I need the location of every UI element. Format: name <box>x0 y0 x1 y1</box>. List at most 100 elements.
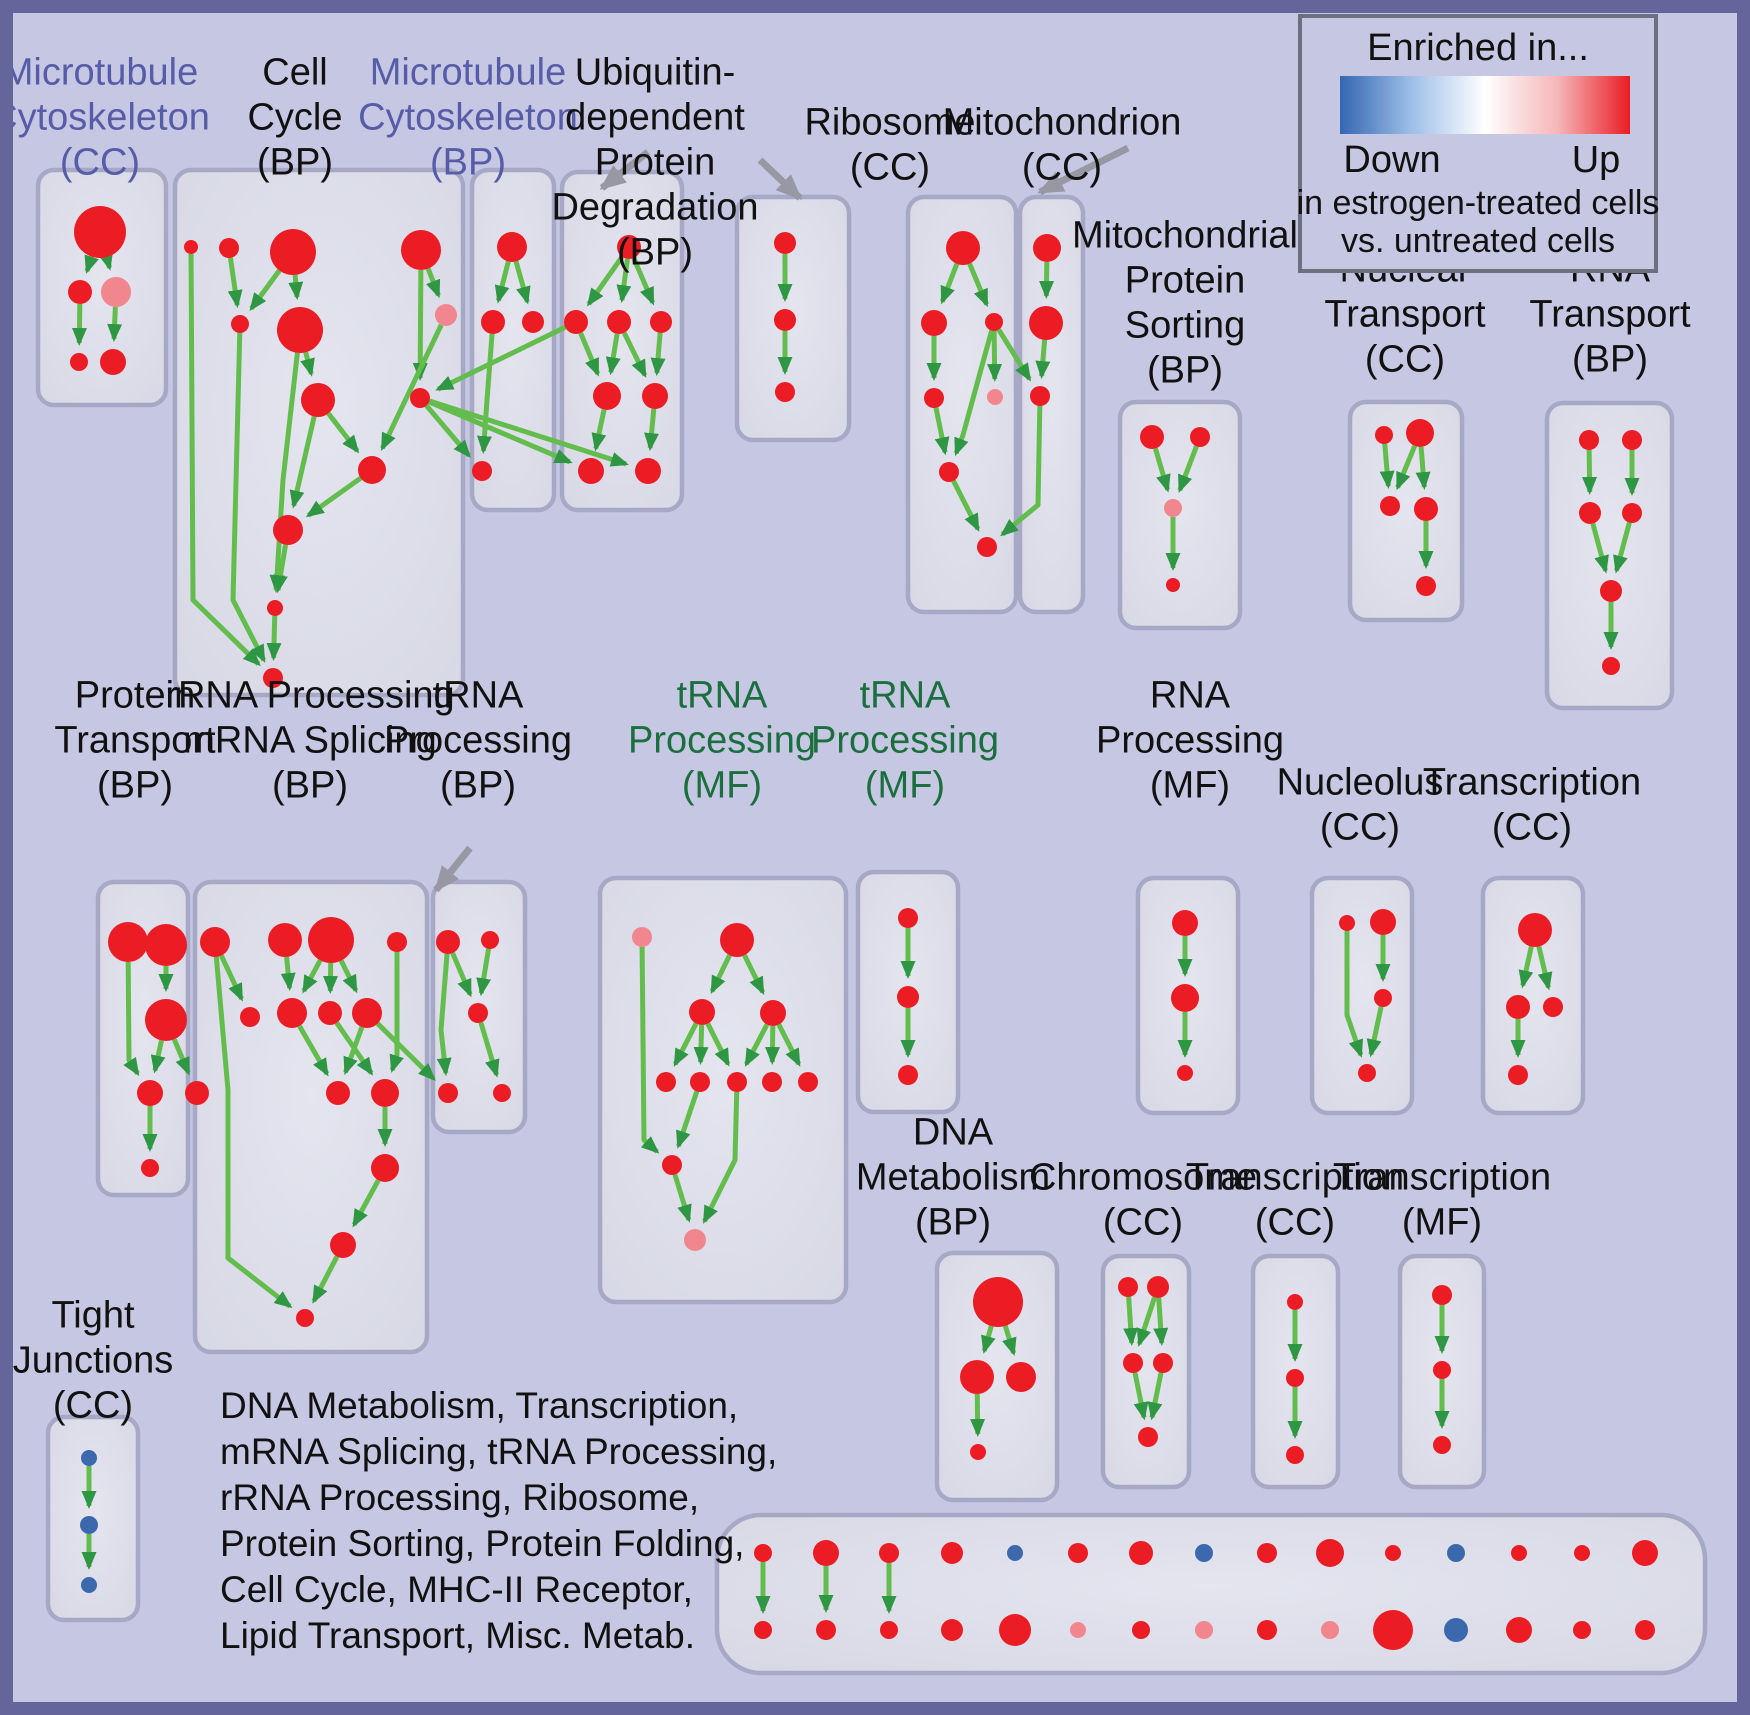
cluster-list-line: Lipid Transport, Misc. Metab. <box>220 1615 695 1656</box>
go-term-node <box>497 232 527 262</box>
go-term-node <box>481 931 499 949</box>
enrichment-edge <box>676 1090 700 1149</box>
go-term-node <box>662 1155 682 1175</box>
strip-node-bottom <box>1321 1621 1339 1639</box>
cluster-label-line: Transport <box>54 720 216 762</box>
enrichment-edge <box>171 1038 191 1076</box>
cluster-label-line: (BP) <box>272 765 348 807</box>
cluster-label-line: Microtubule <box>370 52 566 94</box>
go-term-node <box>762 1072 782 1092</box>
go-term-node <box>1029 306 1063 340</box>
go-term-node <box>1166 578 1180 592</box>
cluster-label-line: (CC) <box>60 142 140 184</box>
go-term-node <box>924 388 944 408</box>
go-term-node <box>1518 913 1552 947</box>
go-term-node <box>1375 426 1393 444</box>
go-term-node <box>1602 657 1620 675</box>
annotation-arrow-ubiquitin-arrow-right <box>757 157 803 201</box>
go-term-node <box>898 1065 918 1085</box>
go-term-node <box>689 999 715 1025</box>
cluster-list-line: DNA Metabolism, Transcription, <box>220 1385 738 1426</box>
go-term-node <box>438 1083 458 1103</box>
go-term-node <box>977 537 997 557</box>
go-term-node <box>1140 425 1164 449</box>
go-term-node <box>200 927 230 957</box>
cluster-list-line: Cell Cycle, MHC-II Receptor, <box>220 1569 693 1610</box>
enrichment-edge <box>476 948 492 997</box>
cluster-label-line: Chromosome <box>1029 1157 1257 1199</box>
cluster-label-line: Tight <box>51 1295 135 1337</box>
go-term-node <box>987 389 1003 405</box>
strip-node-top <box>1447 1544 1465 1562</box>
enrichment-edge <box>951 479 981 532</box>
cluster-box-chromosome <box>1100 1253 1192 1490</box>
cluster-label-line: Processing <box>811 720 999 762</box>
enrichment-edge <box>326 411 360 454</box>
enrichment-edge <box>338 959 359 994</box>
cluster-label-transcription-mf: Transcription (MF) <box>1333 1157 1551 1244</box>
enrichment-edge <box>578 332 601 377</box>
go-term-node <box>1374 989 1392 1007</box>
enrichment-edge <box>380 323 444 452</box>
enrichment-edge <box>672 1173 692 1223</box>
go-term-node <box>1414 497 1438 521</box>
cluster-label-cell-cycle-bp: Cell Cycle (BP) <box>247 52 342 184</box>
cluster-label-line: Ribosome <box>804 102 975 144</box>
enrichment-edge <box>428 399 573 465</box>
enrichment-edge <box>672 1022 699 1067</box>
go-term-node <box>973 1277 1023 1327</box>
strip-node-top <box>941 1542 963 1564</box>
cluster-label-chromosome-cc: Chromosome (CC) <box>1029 1157 1257 1244</box>
cluster-label-line: Mitochondrial <box>1072 215 1298 257</box>
go-term-node <box>263 668 283 688</box>
go-term-node <box>1287 1294 1303 1310</box>
cluster-label-mitochondrion-cc: Mitochondrion (CC) <box>943 102 1182 189</box>
enrichment-edge <box>389 952 404 1073</box>
cluster-label-line: (BP) <box>440 765 516 807</box>
enrichment-edge <box>616 258 632 304</box>
go-term-node <box>1416 576 1436 596</box>
go-term-node <box>1190 427 1210 447</box>
cluster-box-transcription-cc-1 <box>1480 875 1586 1116</box>
enrichment-edge <box>939 262 960 305</box>
go-term-node <box>352 998 382 1028</box>
go-term-node <box>330 1232 356 1258</box>
go-term-node <box>318 1001 342 1025</box>
go-term-node <box>1433 1436 1451 1454</box>
cluster-label-line: (CC) <box>1255 1202 1335 1244</box>
cluster-label-line: Transport <box>1324 294 1486 336</box>
go-term-node <box>1508 1065 1528 1085</box>
enrichment-edge <box>1123 1296 1139 1347</box>
enrichment-edge <box>513 260 531 305</box>
cluster-box-rna-transport <box>1544 400 1675 711</box>
go-term-node <box>1123 1353 1143 1373</box>
strip-node-bottom <box>1257 1620 1277 1640</box>
go-term-node <box>74 206 126 258</box>
strip-node-bottom <box>999 1614 1031 1646</box>
go-term-node <box>141 1159 159 1177</box>
cluster-label-line: (BP) <box>430 142 506 184</box>
enrichment-edge <box>425 267 441 299</box>
cluster-box-ribosome <box>905 194 1019 615</box>
strip-node-bottom <box>941 1619 963 1641</box>
go-term-node <box>137 1080 163 1106</box>
enrichment-edge <box>213 956 293 1309</box>
go-term-node <box>1147 1276 1169 1298</box>
enrichment-edge <box>269 352 300 594</box>
cluster-label-line: Sorting <box>1125 305 1245 347</box>
enrichment-edge <box>709 954 732 995</box>
go-term-node <box>1153 1353 1173 1373</box>
enrichment-edge <box>297 1024 330 1077</box>
go-term-node <box>690 1072 710 1092</box>
strip-node-top <box>754 1544 772 1562</box>
go-term-node <box>410 388 430 408</box>
go-term-node <box>946 231 980 265</box>
go-term-node <box>273 515 303 545</box>
enrichment-edge <box>280 956 296 992</box>
enrichment-edge <box>227 257 243 309</box>
cluster-list-line: mRNA Splicing, tRNA Processing, <box>220 1431 777 1472</box>
enrichment-edge <box>1379 443 1395 490</box>
cluster-label-line: (MF) <box>865 765 945 807</box>
go-term-node <box>1339 915 1355 931</box>
cluster-label-microtubule-cytoskeleton-bp: Microtubule Cytoskeleton (BP) <box>358 52 578 184</box>
